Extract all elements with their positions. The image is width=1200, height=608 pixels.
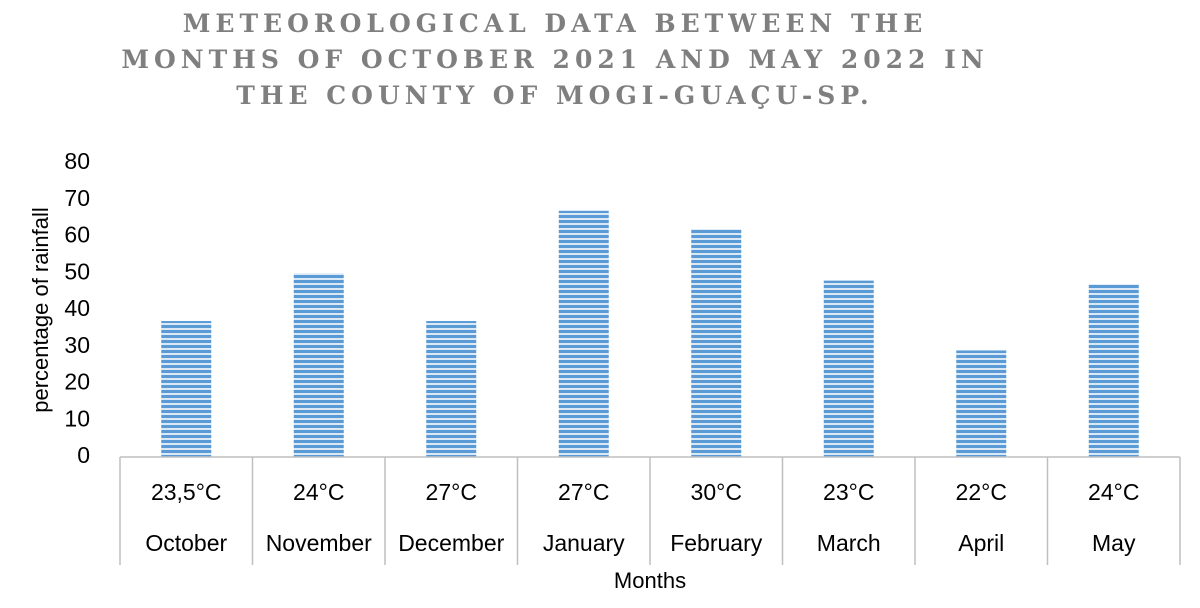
- y-axis-label: percentage of rainfall: [28, 207, 53, 412]
- temperature-label: 30°C: [691, 479, 742, 505]
- bar: [558, 210, 609, 457]
- bar: [161, 321, 212, 457]
- y-tick-label: 80: [64, 148, 90, 174]
- x-tick-label: April: [958, 530, 1004, 556]
- bar: [956, 350, 1007, 457]
- bar: [691, 229, 742, 457]
- y-tick-label: 40: [64, 295, 90, 321]
- x-tick-label: December: [398, 530, 504, 556]
- category-table: 23,5°C October 24°C November 27°C December 27°…: [119, 456, 1181, 565]
- bar: [293, 273, 344, 457]
- y-axis-ticks: 0 10 20 30 40 50 60 70 80: [64, 148, 90, 468]
- bar: [823, 280, 874, 457]
- y-tick-label: 50: [64, 258, 90, 284]
- y-tick-label: 70: [64, 185, 90, 211]
- temperature-label: 23°C: [823, 479, 874, 505]
- bars: [161, 210, 1139, 457]
- temperature-label: 27°C: [426, 479, 477, 505]
- temperature-label: 27°C: [558, 479, 609, 505]
- y-tick-label: 10: [64, 405, 90, 431]
- chart-title: METEOROLOGICAL DATA BETWEEN THE MONTHS O…: [121, 9, 989, 110]
- bar: [426, 321, 477, 457]
- temperature-label: 24°C: [1088, 479, 1139, 505]
- temperature-label: 24°C: [293, 479, 344, 505]
- x-tick-label: November: [266, 530, 372, 556]
- x-tick-label: March: [817, 530, 881, 556]
- x-tick-label: October: [145, 530, 227, 556]
- y-tick-label: 30: [64, 332, 90, 358]
- y-tick-label: 0: [77, 442, 90, 468]
- temperature-label: 22°C: [956, 479, 1007, 505]
- temperature-label: 23,5°C: [151, 479, 222, 505]
- x-tick-label: February: [670, 530, 763, 556]
- x-tick-label: January: [543, 530, 625, 556]
- y-tick-label: 60: [64, 222, 90, 248]
- x-axis-label: Months: [614, 568, 686, 593]
- y-tick-label: 20: [64, 369, 90, 395]
- x-tick-label: May: [1092, 530, 1136, 556]
- bar: [1088, 284, 1139, 457]
